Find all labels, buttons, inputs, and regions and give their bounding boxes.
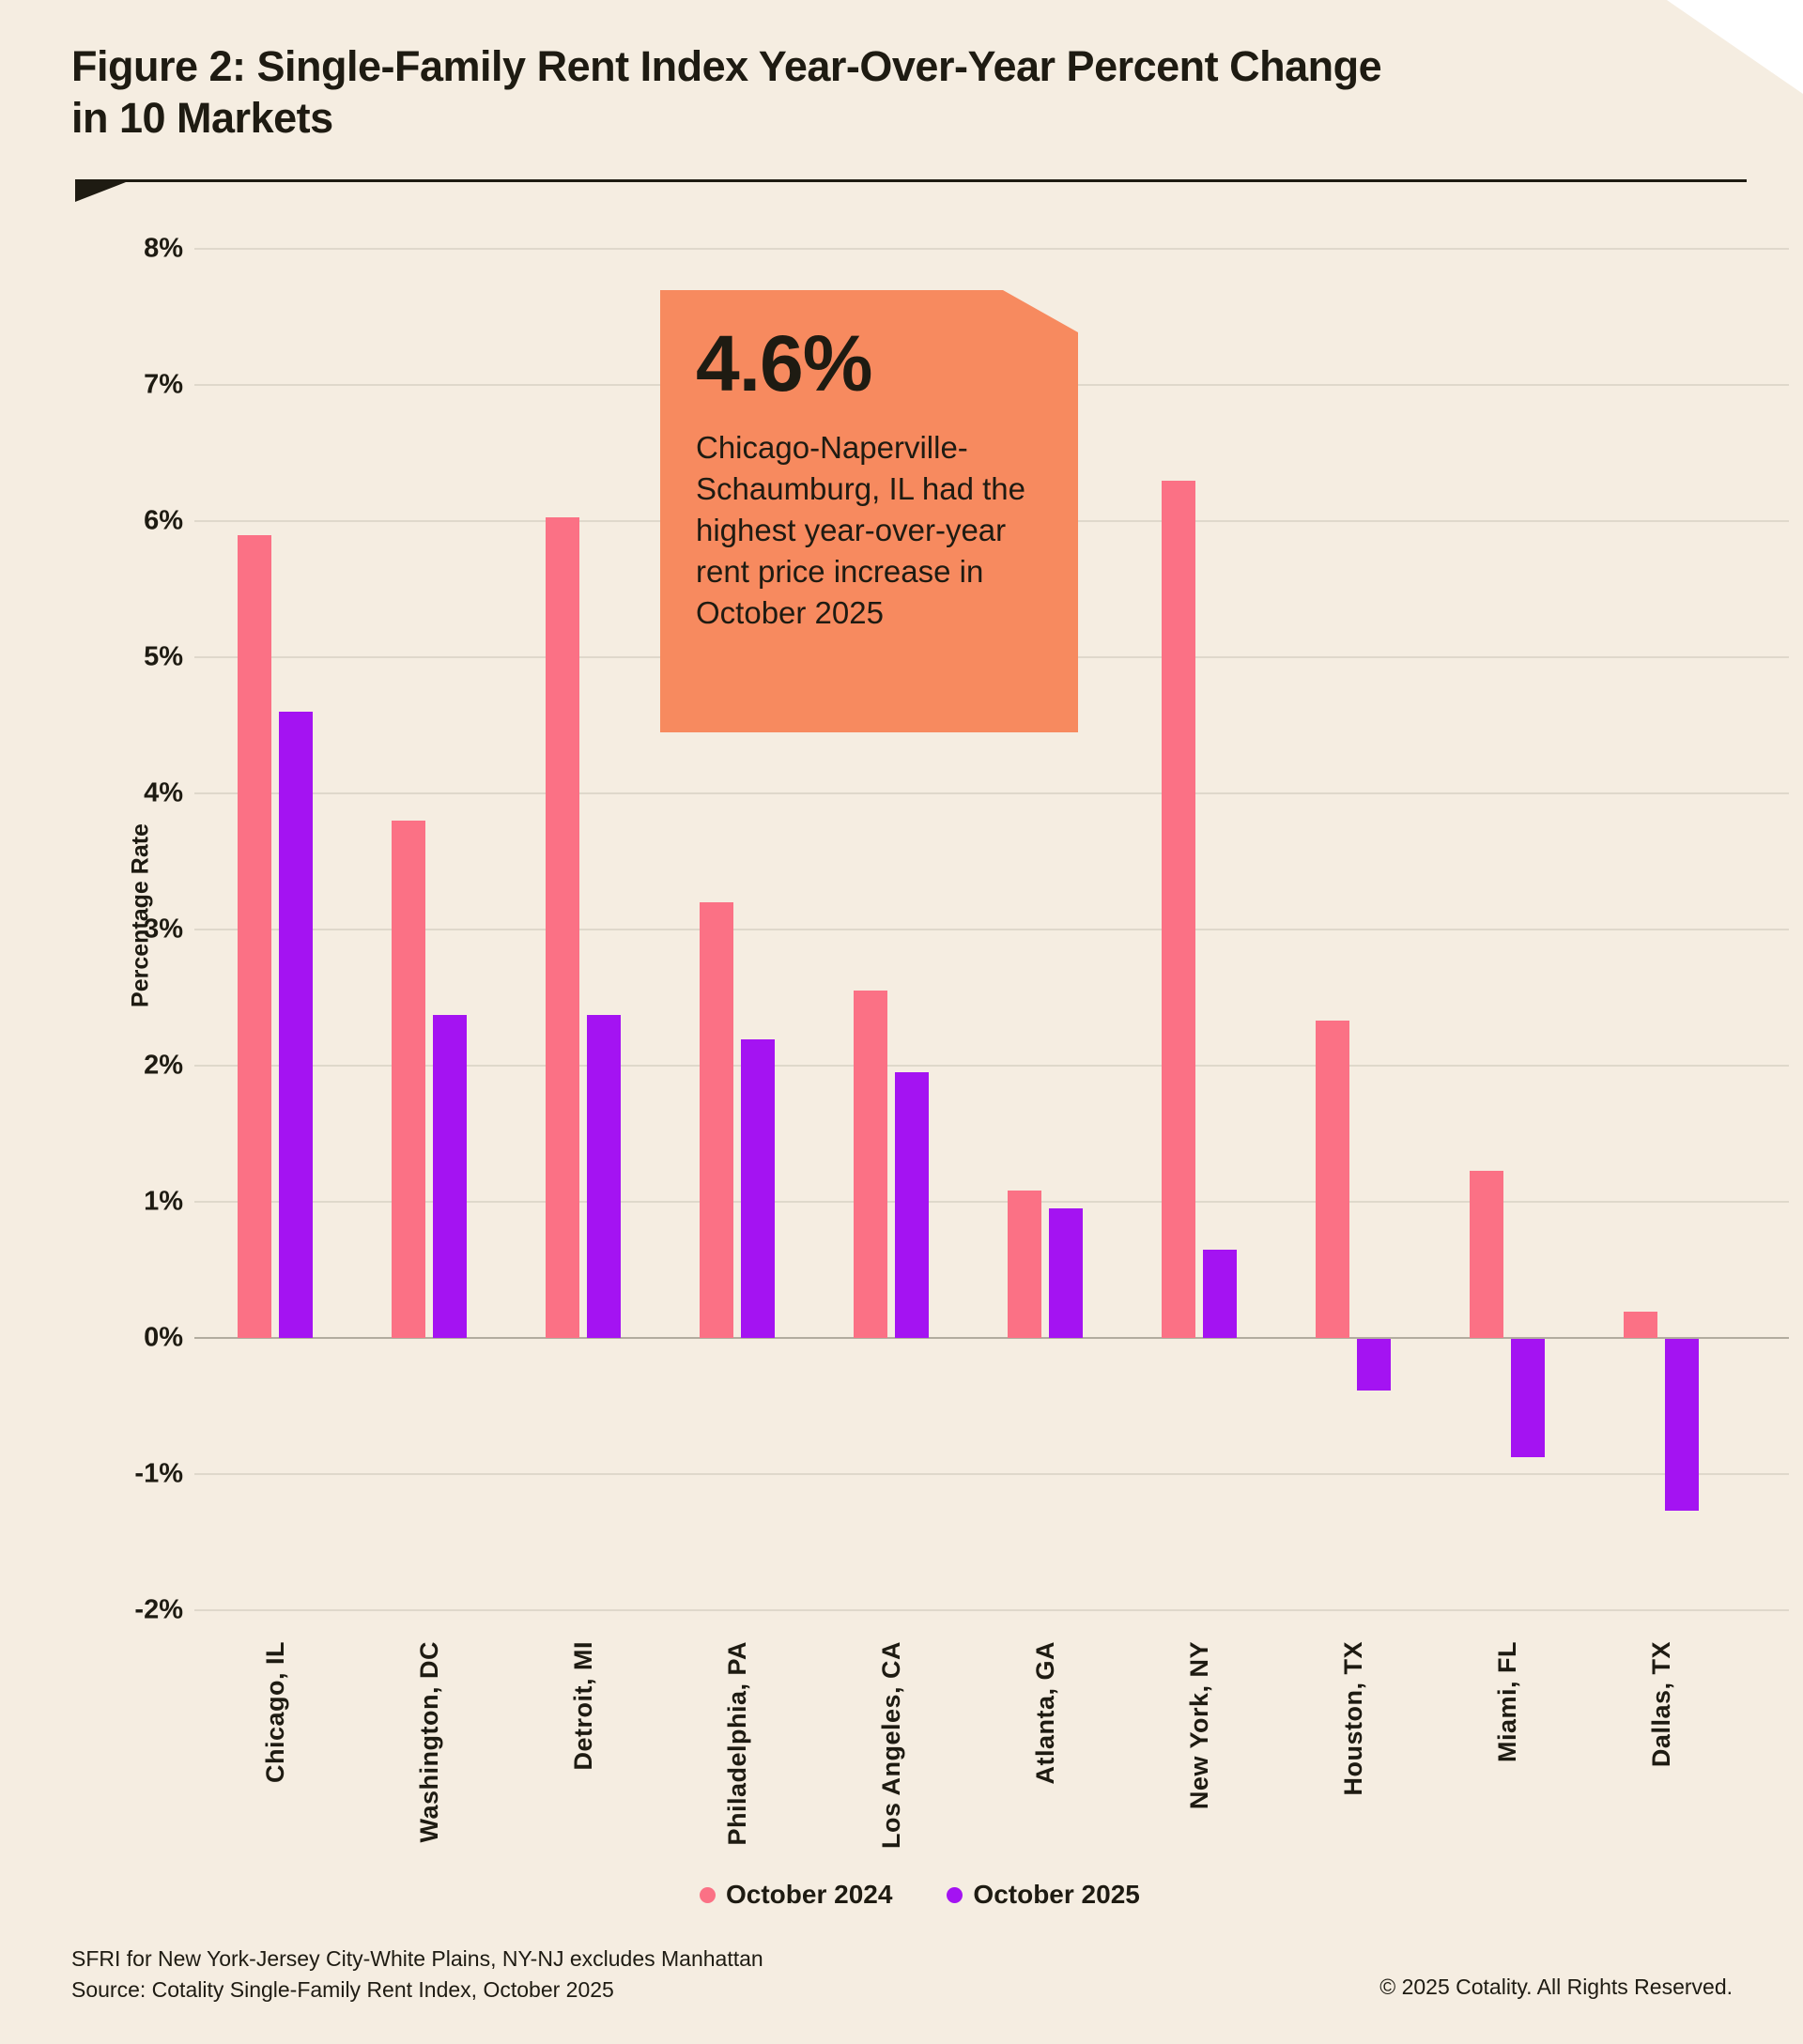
x-axis-label: Los Angeles, CA (876, 1641, 905, 1850)
x-axis-label: Miami, FL (1492, 1641, 1521, 1763)
x-axis-label-wrap: Chicago, IL (254, 1641, 296, 1783)
bar-october-2024 (1624, 1312, 1657, 1338)
legend-label: October 2024 (726, 1880, 893, 1909)
footnote-line-2: Source: Cotality Single-Family Rent Inde… (71, 1977, 614, 2003)
x-axis-label: New York, NY (1184, 1641, 1213, 1810)
legend-dot-icon (947, 1886, 963, 1903)
bar-october-2025 (587, 1015, 621, 1338)
flag-triangle-icon (75, 182, 126, 202)
y-tick-label: 3% (144, 914, 183, 945)
footnotes: SFRI for New York-Jersey City-White Plai… (71, 1944, 763, 2006)
bar-october-2025 (1203, 1249, 1237, 1338)
bar-october-2025 (1357, 1339, 1391, 1391)
gridline (194, 1609, 1789, 1611)
x-axis-label: Atlanta, GA (1030, 1641, 1059, 1785)
legend-item: October 2025 (947, 1880, 1140, 1910)
x-axis-label-wrap: Atlanta, GA (1025, 1641, 1066, 1785)
y-tick-label: 5% (144, 641, 183, 672)
bar-october-2025 (433, 1015, 467, 1338)
bar-october-2024 (700, 902, 733, 1338)
x-axis-label: Detroit, MI (568, 1641, 597, 1771)
title-divider-rule (75, 179, 1747, 202)
y-tick-label: 7% (144, 369, 183, 400)
callout-text: Chicago-Naperville-Schaumburg, IL had th… (696, 430, 1026, 630)
zero-baseline (194, 1337, 1789, 1339)
y-tick-label: 4% (144, 777, 183, 808)
x-axis-label-wrap: Detroit, MI (562, 1641, 604, 1771)
gridline (194, 1065, 1789, 1067)
x-axis-label-wrap: Washington, DC (408, 1641, 450, 1842)
x-axis-label-wrap: New York, NY (1179, 1641, 1220, 1809)
bar-october-2024 (238, 534, 271, 1338)
y-tick-label: 1% (144, 1186, 183, 1217)
bar-october-2025 (1511, 1339, 1545, 1458)
copyright-text: © 2025 Cotality. All Rights Reserved. (1379, 1975, 1733, 1999)
y-tick-label: -1% (134, 1458, 183, 1489)
legend-dot-icon (700, 1886, 716, 1903)
gridline (194, 929, 1789, 930)
x-axis-label-wrap: Miami, FL (1487, 1641, 1528, 1762)
x-axis-label: Houston, TX (1338, 1641, 1367, 1796)
x-axis-label-wrap: Houston, TX (1333, 1641, 1374, 1795)
bar-october-2024 (1470, 1170, 1503, 1338)
y-tick-label: -2% (134, 1594, 183, 1625)
bar-october-2025 (1665, 1339, 1699, 1511)
y-tick-label: 2% (144, 1050, 183, 1081)
x-axis-label-wrap: Philadelphia, PA (717, 1641, 758, 1846)
chart-title: Figure 2: Single-Family Rent Index Year-… (71, 42, 1382, 142)
footnote-line-1: SFRI for New York-Jersey City-White Plai… (71, 1946, 763, 1971)
bar-october-2025 (1049, 1208, 1083, 1338)
bar-october-2024 (546, 516, 579, 1338)
x-axis-label: Washington, DC (414, 1641, 443, 1843)
x-axis-label: Dallas, TX (1646, 1641, 1675, 1768)
y-tick-label: 0% (144, 1322, 183, 1353)
y-tick-label: 6% (144, 505, 183, 536)
bar-october-2024 (1316, 1021, 1349, 1338)
x-axis-label-wrap: Los Angeles, CA (871, 1641, 912, 1849)
y-tick-label: 8% (144, 233, 183, 264)
bar-october-2025 (279, 712, 313, 1338)
bar-october-2024 (854, 991, 887, 1338)
gridline (194, 1473, 1789, 1475)
callout-box: 4.6% Chicago-Naperville-Schaumburg, IL h… (660, 290, 1078, 732)
bar-october-2024 (1162, 480, 1195, 1338)
x-axis-label: Philadelphia, PA (722, 1641, 751, 1846)
bar-october-2024 (392, 821, 425, 1338)
x-axis-label-wrap: Dallas, TX (1641, 1641, 1682, 1767)
legend-label: October 2025 (973, 1880, 1140, 1909)
callout-value: 4.6% (696, 319, 872, 407)
gridline (194, 792, 1789, 794)
legend-item: October 2024 (700, 1880, 892, 1910)
bar-october-2025 (895, 1072, 929, 1338)
legend: October 2024 October 2025 (700, 1880, 1140, 1910)
x-axis-label: Chicago, IL (260, 1641, 289, 1784)
gridline (194, 248, 1789, 250)
bar-october-2024 (1008, 1191, 1041, 1338)
bar-october-2025 (741, 1039, 775, 1338)
page-corner-fold (1667, 0, 1803, 94)
gridline (194, 1201, 1789, 1203)
